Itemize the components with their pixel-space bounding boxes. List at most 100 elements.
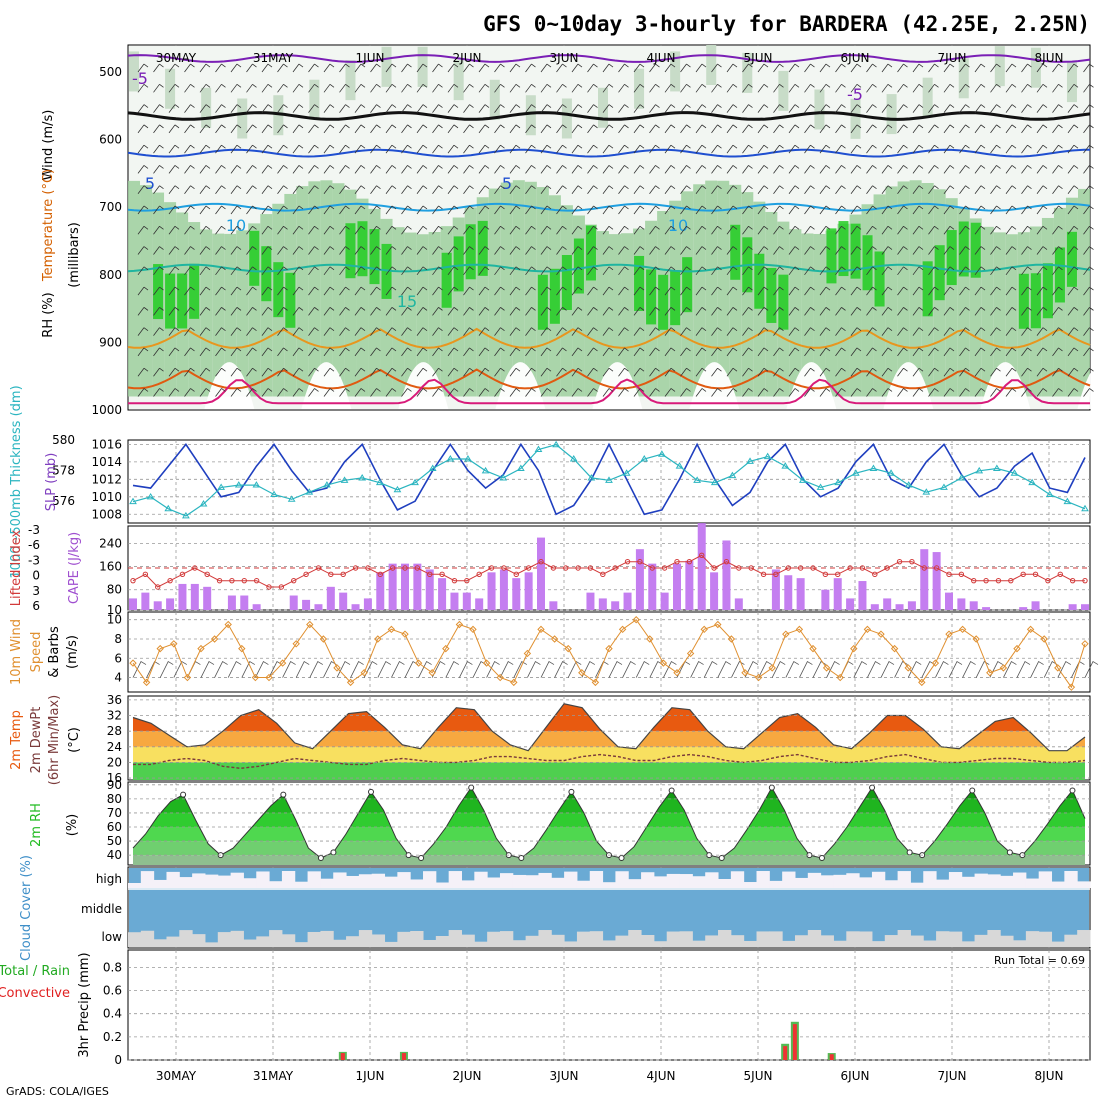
wind-barb [525, 165, 536, 174]
wind-barb [525, 286, 536, 296]
wind-marker [904, 664, 912, 672]
surface-wind-barb [159, 660, 174, 678]
wind-barb [308, 165, 319, 174]
wind-barb [525, 63, 536, 73]
wind-barb [556, 347, 567, 357]
surface-wind-barb [812, 660, 827, 678]
wind-barb [261, 63, 273, 73]
wind-barb [804, 347, 815, 357]
surface-wind-barb [1016, 660, 1031, 678]
surface-wind-barb [663, 660, 677, 678]
top-day-label: 2JUN [453, 51, 482, 65]
wind-barb [137, 327, 149, 336]
wind-barb [339, 104, 350, 113]
wind-barb [571, 104, 583, 113]
wind-barb [602, 225, 614, 235]
surface-wind-barb [880, 660, 895, 678]
wind-barb [246, 246, 257, 255]
wind-barb [230, 165, 242, 174]
pressure-tick: 1000 [91, 403, 122, 417]
low-cloud-gap [371, 934, 386, 947]
wind-barb [602, 185, 614, 194]
lifted-marker [192, 565, 198, 571]
panel-frame-p1 [127, 44, 1091, 411]
legend-convective: Convective [0, 986, 70, 1001]
wind-barb [494, 266, 505, 276]
wind-barb [835, 327, 846, 336]
axes-labels: 30MAY 31MAY 1JUN 2JUN 3JUN 4JUN 5JUN 6JUN 7JUN 8J… [0, 51, 1063, 1083]
wind-barb [819, 367, 831, 377]
rh-patch-high [634, 255, 645, 311]
high-cloud-gap [833, 874, 847, 888]
low-cloud-gap [423, 939, 437, 947]
wind-marker [523, 649, 532, 658]
wind-barb [447, 388, 459, 397]
wind-barb [401, 124, 412, 134]
wind-barb [757, 367, 769, 377]
thickness-marker [834, 478, 843, 486]
wind-barb [912, 327, 924, 336]
lifted-marker [142, 571, 149, 578]
wind-barb [1083, 63, 1094, 73]
wind-barb [401, 246, 412, 255]
wind-barb [618, 266, 629, 276]
wind-barb [168, 205, 180, 215]
wind-barb [168, 327, 180, 336]
surface-wind-barb [173, 660, 188, 678]
lifted-marker [711, 565, 717, 571]
wind-barb [881, 307, 893, 316]
wind-marker [170, 640, 178, 648]
wind-barb [695, 266, 707, 276]
wind-barb [385, 347, 397, 357]
rh-patch [909, 180, 922, 397]
wind-barb [633, 388, 645, 397]
wind-marker [455, 620, 464, 629]
wind-barb [602, 286, 614, 296]
wind-barb [416, 327, 428, 336]
wind-barb [711, 165, 722, 174]
rh-patch [1005, 234, 1018, 397]
wind-marker [401, 630, 409, 638]
high-cloud-gap [576, 880, 591, 888]
wind-barb [943, 225, 955, 235]
rh-patch-high [1054, 247, 1065, 303]
wind-barb [525, 367, 536, 377]
rh-patch-upper [597, 87, 608, 128]
wind-barb [866, 165, 877, 174]
high-cloud-gap [487, 877, 501, 888]
thickness-marker [534, 445, 543, 452]
wind-barb [974, 144, 986, 154]
high-cloud-gap [140, 871, 155, 888]
thickness-marker [1063, 497, 1072, 505]
rh-patch [236, 230, 249, 397]
wind-barb [230, 205, 242, 215]
thickness-marker [252, 481, 261, 488]
high-cloud-gap [987, 874, 1001, 888]
wind-barb [788, 144, 800, 154]
cape-bar [611, 601, 620, 610]
low-cloud-gap [743, 940, 758, 947]
wind-barb [866, 307, 877, 316]
wind-barb [478, 246, 490, 255]
wind-barb [168, 144, 180, 154]
wind-barb [571, 327, 583, 336]
low-cloud-gap [448, 930, 462, 947]
wind-barb [866, 83, 877, 93]
wind-barb [711, 144, 722, 154]
wind-barb [680, 388, 691, 397]
wind-barb [943, 63, 955, 73]
wind-barb [1052, 185, 1063, 194]
rh-band [133, 798, 1085, 813]
low-cloud-gap [936, 931, 950, 947]
wind-barb [556, 246, 567, 255]
wind-barb [633, 124, 645, 134]
wind-barb [168, 104, 180, 113]
wind-barb [339, 165, 350, 174]
wind-barb [928, 205, 939, 215]
wind-barb [246, 124, 257, 134]
wind-barb [463, 307, 474, 316]
wind-barb [680, 104, 691, 113]
panel-frame-p4 [127, 611, 1091, 693]
wind-barb [881, 205, 893, 215]
wind-barb [401, 104, 412, 113]
